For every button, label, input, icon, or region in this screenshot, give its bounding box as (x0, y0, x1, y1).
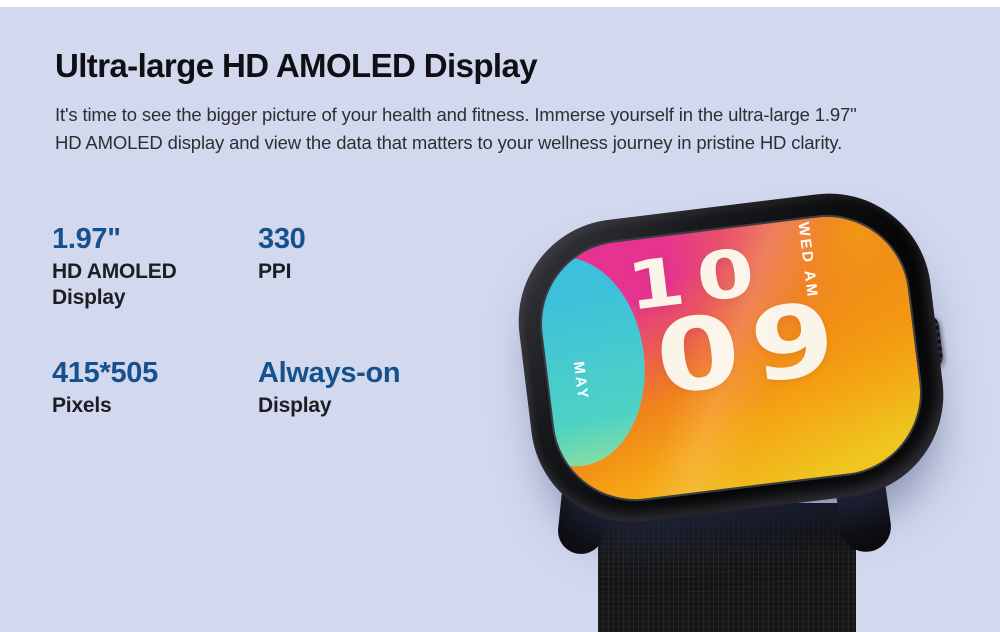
description-line-1: It's time to see the bigger picture of y… (55, 104, 857, 125)
spec-resolution-label: Pixels (52, 394, 112, 418)
spec-ppi-label: PPI (258, 260, 292, 284)
spec-screen-size-label: HD AMOLED Display (52, 260, 177, 310)
spec-always-on: Always-on Display (258, 357, 401, 419)
watchface-month: MAY (569, 360, 592, 402)
spec-resolution-value: 415*505 (52, 357, 158, 389)
page-title: Ultra-large HD AMOLED Display (55, 47, 538, 84)
spec-screen-size-value: 1.97" (52, 223, 121, 255)
watchface-hours: 10 (622, 232, 772, 326)
watch-strap (598, 503, 856, 632)
top-white-strip (0, 0, 1000, 7)
watchface-teal-shape (530, 248, 657, 476)
spec-always-on-label: Display (258, 394, 332, 418)
watchface-minutes: 09 (649, 278, 854, 418)
watch-screen: 10 09 WED AM MAY (530, 205, 932, 511)
feature-description: It's time to see the bigger picture of y… (55, 101, 857, 157)
spec-ppi: 330 PPI (258, 224, 306, 285)
spec-ppi-value: 330 (258, 223, 306, 255)
watchface-day-meridiem: WED AM (794, 221, 821, 300)
spec-resolution: 415*505 Pixels (52, 358, 158, 419)
watch-case: 10 09 WED AM MAY (507, 181, 955, 535)
description-line-2: HD AMOLED display and view the data that… (55, 132, 843, 153)
spec-screen-size: 1.97" HD AMOLED Display (52, 224, 177, 311)
spec-always-on-value: Always-on (258, 357, 401, 389)
